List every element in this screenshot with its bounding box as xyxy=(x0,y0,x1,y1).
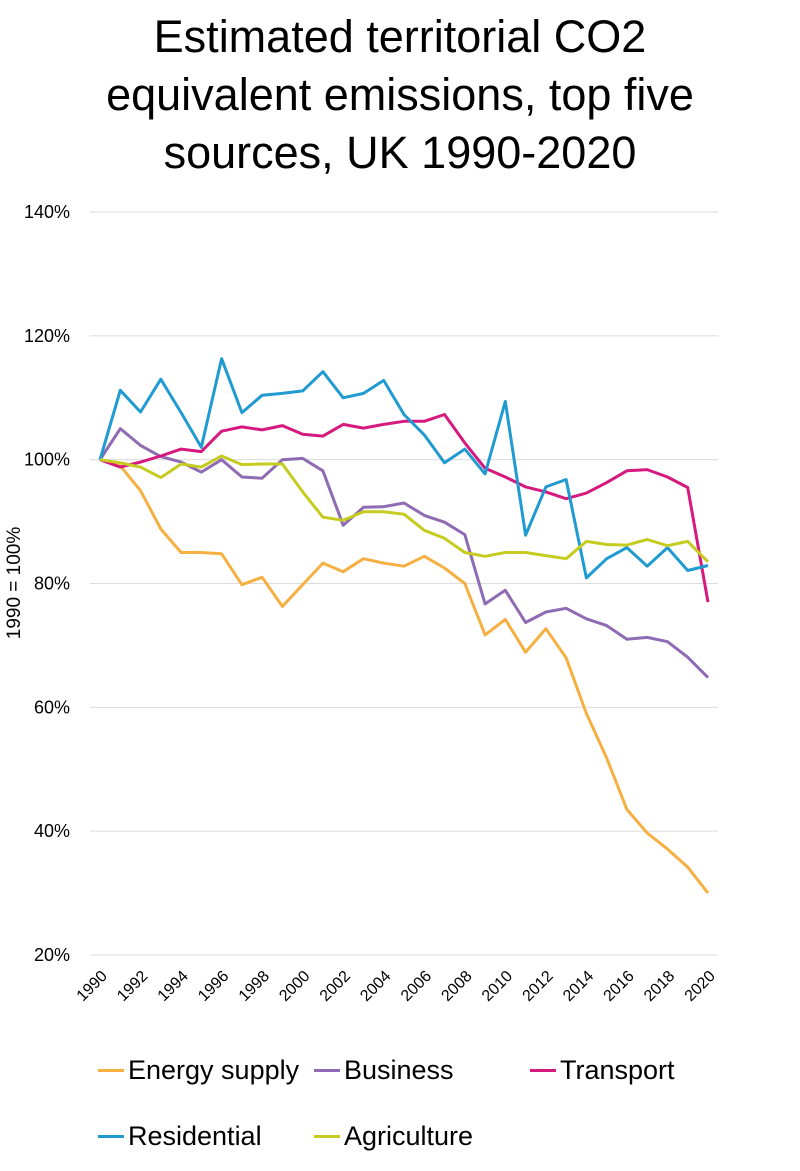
gridlines xyxy=(90,211,718,956)
x-tick-label: 2020 xyxy=(682,968,719,1005)
legend-label: Energy supply xyxy=(128,1055,300,1085)
legend-label: Business xyxy=(344,1055,454,1085)
x-tick-label: 2016 xyxy=(601,968,638,1005)
title-line-3: sources, UK 1990-2020 xyxy=(163,127,637,178)
series-line-transport xyxy=(99,413,710,603)
x-axis-ticks: 1990 1992 1994 1996 1998 2000 2002 2004 2006 2008… xyxy=(74,968,719,1005)
x-tick-label: 1998 xyxy=(236,968,273,1005)
x-tick-label: 2010 xyxy=(479,968,516,1005)
series-lines xyxy=(98,357,710,895)
legend-swatch xyxy=(98,1135,124,1138)
y-tick-label: 60% xyxy=(34,697,70,717)
x-tick-label: 2002 xyxy=(317,968,354,1005)
x-tick-label: 2004 xyxy=(357,968,394,1005)
y-axis-ticks: 20% 40% 60% 80% 100% 120% 140% xyxy=(24,202,70,965)
y-tick-label: 120% xyxy=(24,326,70,346)
legend-item-residential: Residential xyxy=(98,1121,262,1152)
legend-label: Agriculture xyxy=(344,1121,474,1151)
series-line-residential xyxy=(98,357,709,580)
x-tick-label: 2012 xyxy=(520,968,557,1005)
chart-title: Estimated territorial CO2 equivalent emi… xyxy=(0,8,800,182)
x-tick-label: 1994 xyxy=(155,968,192,1005)
x-tick-label: 1990 xyxy=(74,968,111,1005)
series-line-agriculture xyxy=(99,454,710,563)
legend-label: Residential xyxy=(128,1121,262,1151)
x-tick-label: 1992 xyxy=(114,968,151,1005)
x-tick-label: 2000 xyxy=(276,968,313,1005)
y-tick-label: 140% xyxy=(24,202,70,222)
y-tick-label: 20% xyxy=(34,945,70,965)
x-tick-label: 2018 xyxy=(641,968,678,1005)
legend-item-agriculture: Agriculture xyxy=(314,1121,473,1152)
series-line-energy-supply xyxy=(99,458,710,895)
legend-item-transport: Transport xyxy=(530,1055,675,1086)
x-tick-label: 2008 xyxy=(438,968,475,1005)
y-axis-label: 1990 = 100% xyxy=(4,527,25,640)
series-line-business xyxy=(98,427,710,679)
y-tick-label: 100% xyxy=(24,450,70,470)
legend-swatch xyxy=(314,1069,340,1072)
y-tick-label: 80% xyxy=(34,574,70,594)
x-tick-label: 1996 xyxy=(195,968,232,1005)
title-line-1: Estimated territorial CO2 xyxy=(153,11,647,62)
legend-swatch xyxy=(530,1069,556,1072)
title-line-2: equivalent emissions, top five xyxy=(106,69,694,120)
legend-swatch xyxy=(98,1069,124,1072)
x-tick-label: 2006 xyxy=(398,968,435,1005)
legend-item-energy-supply: Energy supply xyxy=(98,1055,299,1086)
legend-item-business: Business xyxy=(314,1055,454,1086)
y-tick-label: 40% xyxy=(34,821,70,841)
x-tick-label: 2014 xyxy=(560,968,597,1005)
legend-label: Transport xyxy=(560,1055,675,1085)
legend-swatch xyxy=(314,1135,340,1138)
